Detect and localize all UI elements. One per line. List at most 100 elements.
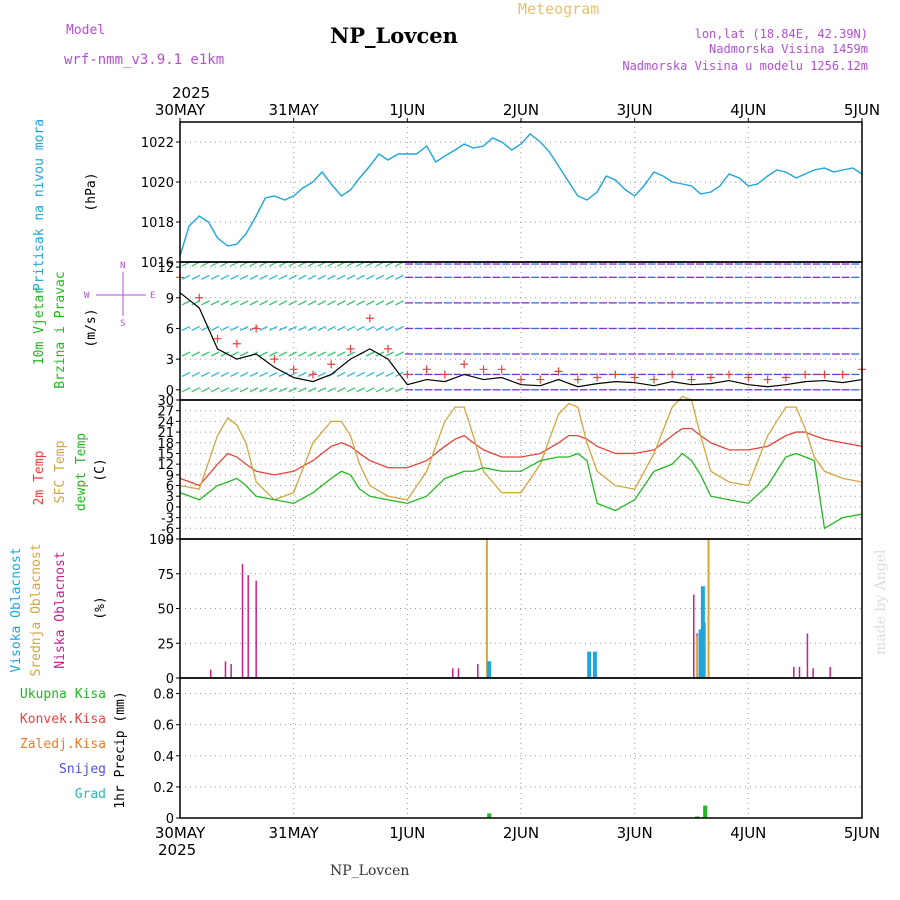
cloud-title-1: Visoka Oblacnost: [9, 547, 24, 672]
wind-barb: [317, 351, 327, 357]
compass-s: S: [120, 319, 125, 329]
precip-tick-label: 0.4: [153, 750, 174, 765]
wind-barb: [395, 387, 404, 393]
wind-barb: [278, 387, 288, 393]
wind-barb: [346, 300, 356, 306]
temp-tick-label: -9: [161, 533, 174, 548]
wind-barb: [181, 300, 191, 306]
wind-barb: [239, 300, 249, 306]
cloud-bar: [812, 668, 814, 678]
precip-tick-label: 0.6: [153, 719, 174, 734]
precip-legend-3: Zaledj.Kisa: [20, 737, 106, 752]
cloud-bar: [255, 580, 257, 678]
wind-tick-label: 9: [166, 292, 174, 307]
wind-barb: [336, 371, 346, 378]
cloud-bar: [592, 651, 597, 678]
elevation-text: Nadmorska Visina 1459m: [709, 42, 868, 56]
wind-gust-marker: [781, 373, 790, 382]
temp-sfc-line: [179, 395, 863, 501]
pressure-unit: (hPa): [84, 172, 99, 211]
wind-barb: [336, 300, 346, 306]
wind-gust-marker: [422, 365, 431, 374]
temp-tick-label: 3: [166, 490, 174, 505]
wind-compass: N S W E: [84, 261, 155, 329]
precip-legend-5: Grad: [75, 787, 106, 802]
wind-barb: [239, 371, 249, 378]
cloud-bar: [798, 666, 801, 678]
temp-tick-label: 9: [166, 469, 174, 484]
wind-barb: [336, 274, 346, 280]
precip-tick-label: 0: [166, 812, 174, 827]
wind-barb: [346, 325, 356, 332]
wind-gust-marker: [593, 373, 602, 382]
wind-gust-marker: [195, 293, 204, 302]
wind-gust-marker: [252, 324, 261, 333]
wind-barb: [259, 387, 268, 393]
x-tick-top: 2JUN: [503, 101, 539, 119]
temp-tick-label: 18: [157, 437, 174, 452]
wind-barb: [317, 300, 327, 306]
temp-tick-label: 0: [166, 501, 174, 516]
model-label: Model: [66, 23, 105, 38]
wind-barb: [356, 300, 365, 306]
temp-tick-label: 6: [166, 480, 174, 495]
wind-barb: [191, 300, 200, 306]
pressure-title: Pritisak na nivou mora: [32, 119, 47, 291]
x-tick-top: 31MAY: [269, 101, 320, 119]
temp-2m-line: [179, 427, 863, 487]
wind-title-1: 10m Vjetar: [32, 287, 47, 365]
wind-barb: [259, 325, 268, 332]
wind-barb: [201, 351, 210, 357]
wind-barb: [346, 371, 356, 378]
wind-barb: [249, 387, 259, 393]
precip-legend-4: Snijeg: [59, 762, 106, 777]
wind-barb: [181, 325, 191, 332]
wind-barb: [269, 300, 278, 306]
wind-tick-label: 0: [166, 384, 174, 399]
wind-barb: [269, 274, 278, 280]
wind-gust-marker: [611, 370, 620, 379]
x-tick-top: 4JUN: [730, 101, 766, 119]
wind-barb: [307, 325, 317, 332]
wind-barb: [181, 371, 191, 378]
wind-barb: [336, 387, 346, 393]
cloud-unit: (%): [93, 596, 108, 619]
wind-gust-marker: [801, 370, 810, 379]
wind-barb: [366, 274, 375, 280]
wind-gust-marker: [308, 370, 317, 379]
cloud-tick-label: 50: [157, 603, 174, 618]
wind-barb: [191, 387, 200, 393]
wind-barb: [375, 325, 385, 332]
wind-gust-marker: [649, 375, 658, 384]
cloud-bar: [241, 564, 244, 678]
wind-barb: [395, 351, 404, 357]
meteogram-subtitle: Meteogram: [518, 0, 599, 18]
precip-tick-label: 0.8: [153, 688, 174, 703]
wind-barb: [230, 371, 239, 378]
wind-barb: [336, 351, 346, 357]
temp-tick-label: 12: [157, 458, 174, 473]
wind-barb: [249, 300, 259, 306]
cloud-bar: [230, 664, 232, 678]
wind-barb: [366, 325, 375, 332]
cloud-tick-label: 0: [166, 672, 174, 687]
wind-gust-marker: [403, 370, 412, 379]
wind-barb: [181, 274, 191, 280]
wind-barb: [385, 325, 394, 332]
wind-barb: [239, 325, 249, 332]
wind-barb: [269, 351, 278, 357]
wind-gust-marker: [668, 370, 677, 379]
wind-gust-marker: [744, 373, 753, 382]
year-top: 2025: [172, 84, 210, 102]
cloud-bar: [452, 668, 454, 678]
x-tick-top: 5JUN: [844, 101, 880, 119]
wind-barb: [288, 351, 297, 357]
wind-barb: [201, 371, 210, 378]
wind-barb: [366, 351, 375, 357]
wind-gust-marker: [536, 375, 545, 384]
wind-gust-marker: [479, 365, 488, 374]
wind-barb: [317, 274, 327, 280]
wind-barb: [220, 300, 230, 306]
